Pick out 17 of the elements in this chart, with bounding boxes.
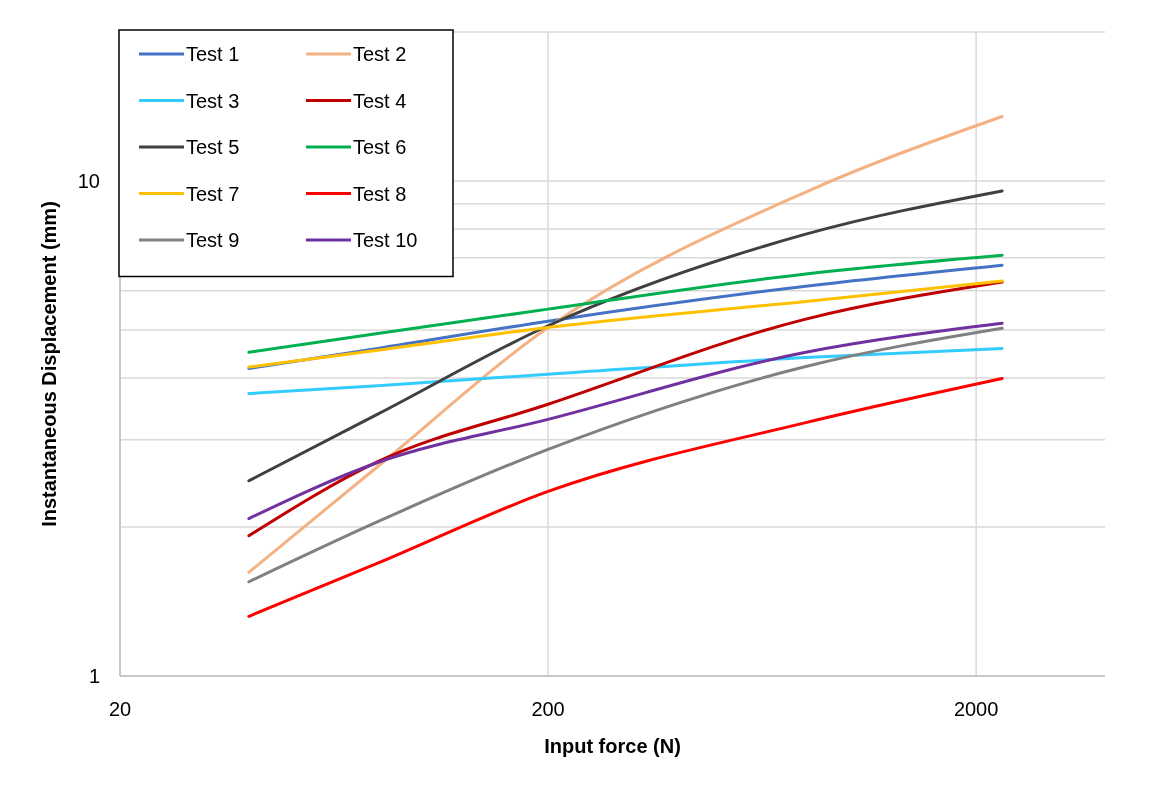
x-axis-title: Input force (N)	[544, 735, 681, 757]
y-tick-label: 10	[77, 170, 100, 193]
x-tick-label: 20	[108, 698, 132, 720]
legend-label: Test 8	[353, 182, 407, 205]
legend-label: Test 6	[353, 136, 407, 158]
legend-label: Test 7	[186, 182, 240, 205]
legend-label: Test 1	[186, 43, 240, 65]
legend-label: Test 5	[186, 136, 240, 158]
x-tick-label: 200	[531, 698, 565, 720]
legend-label: Test 3	[186, 89, 240, 112]
legend-label: Test 9	[186, 229, 240, 251]
y-axis-title: Instantaneous Displacement (mm)	[38, 201, 60, 527]
legend-label: Test 4	[353, 89, 407, 112]
legend-label: Test 10	[353, 229, 418, 251]
legend-label: Test 2	[353, 43, 407, 65]
y-tick-label: 1	[88, 665, 100, 687]
x-tick-label: 2000	[953, 698, 999, 720]
